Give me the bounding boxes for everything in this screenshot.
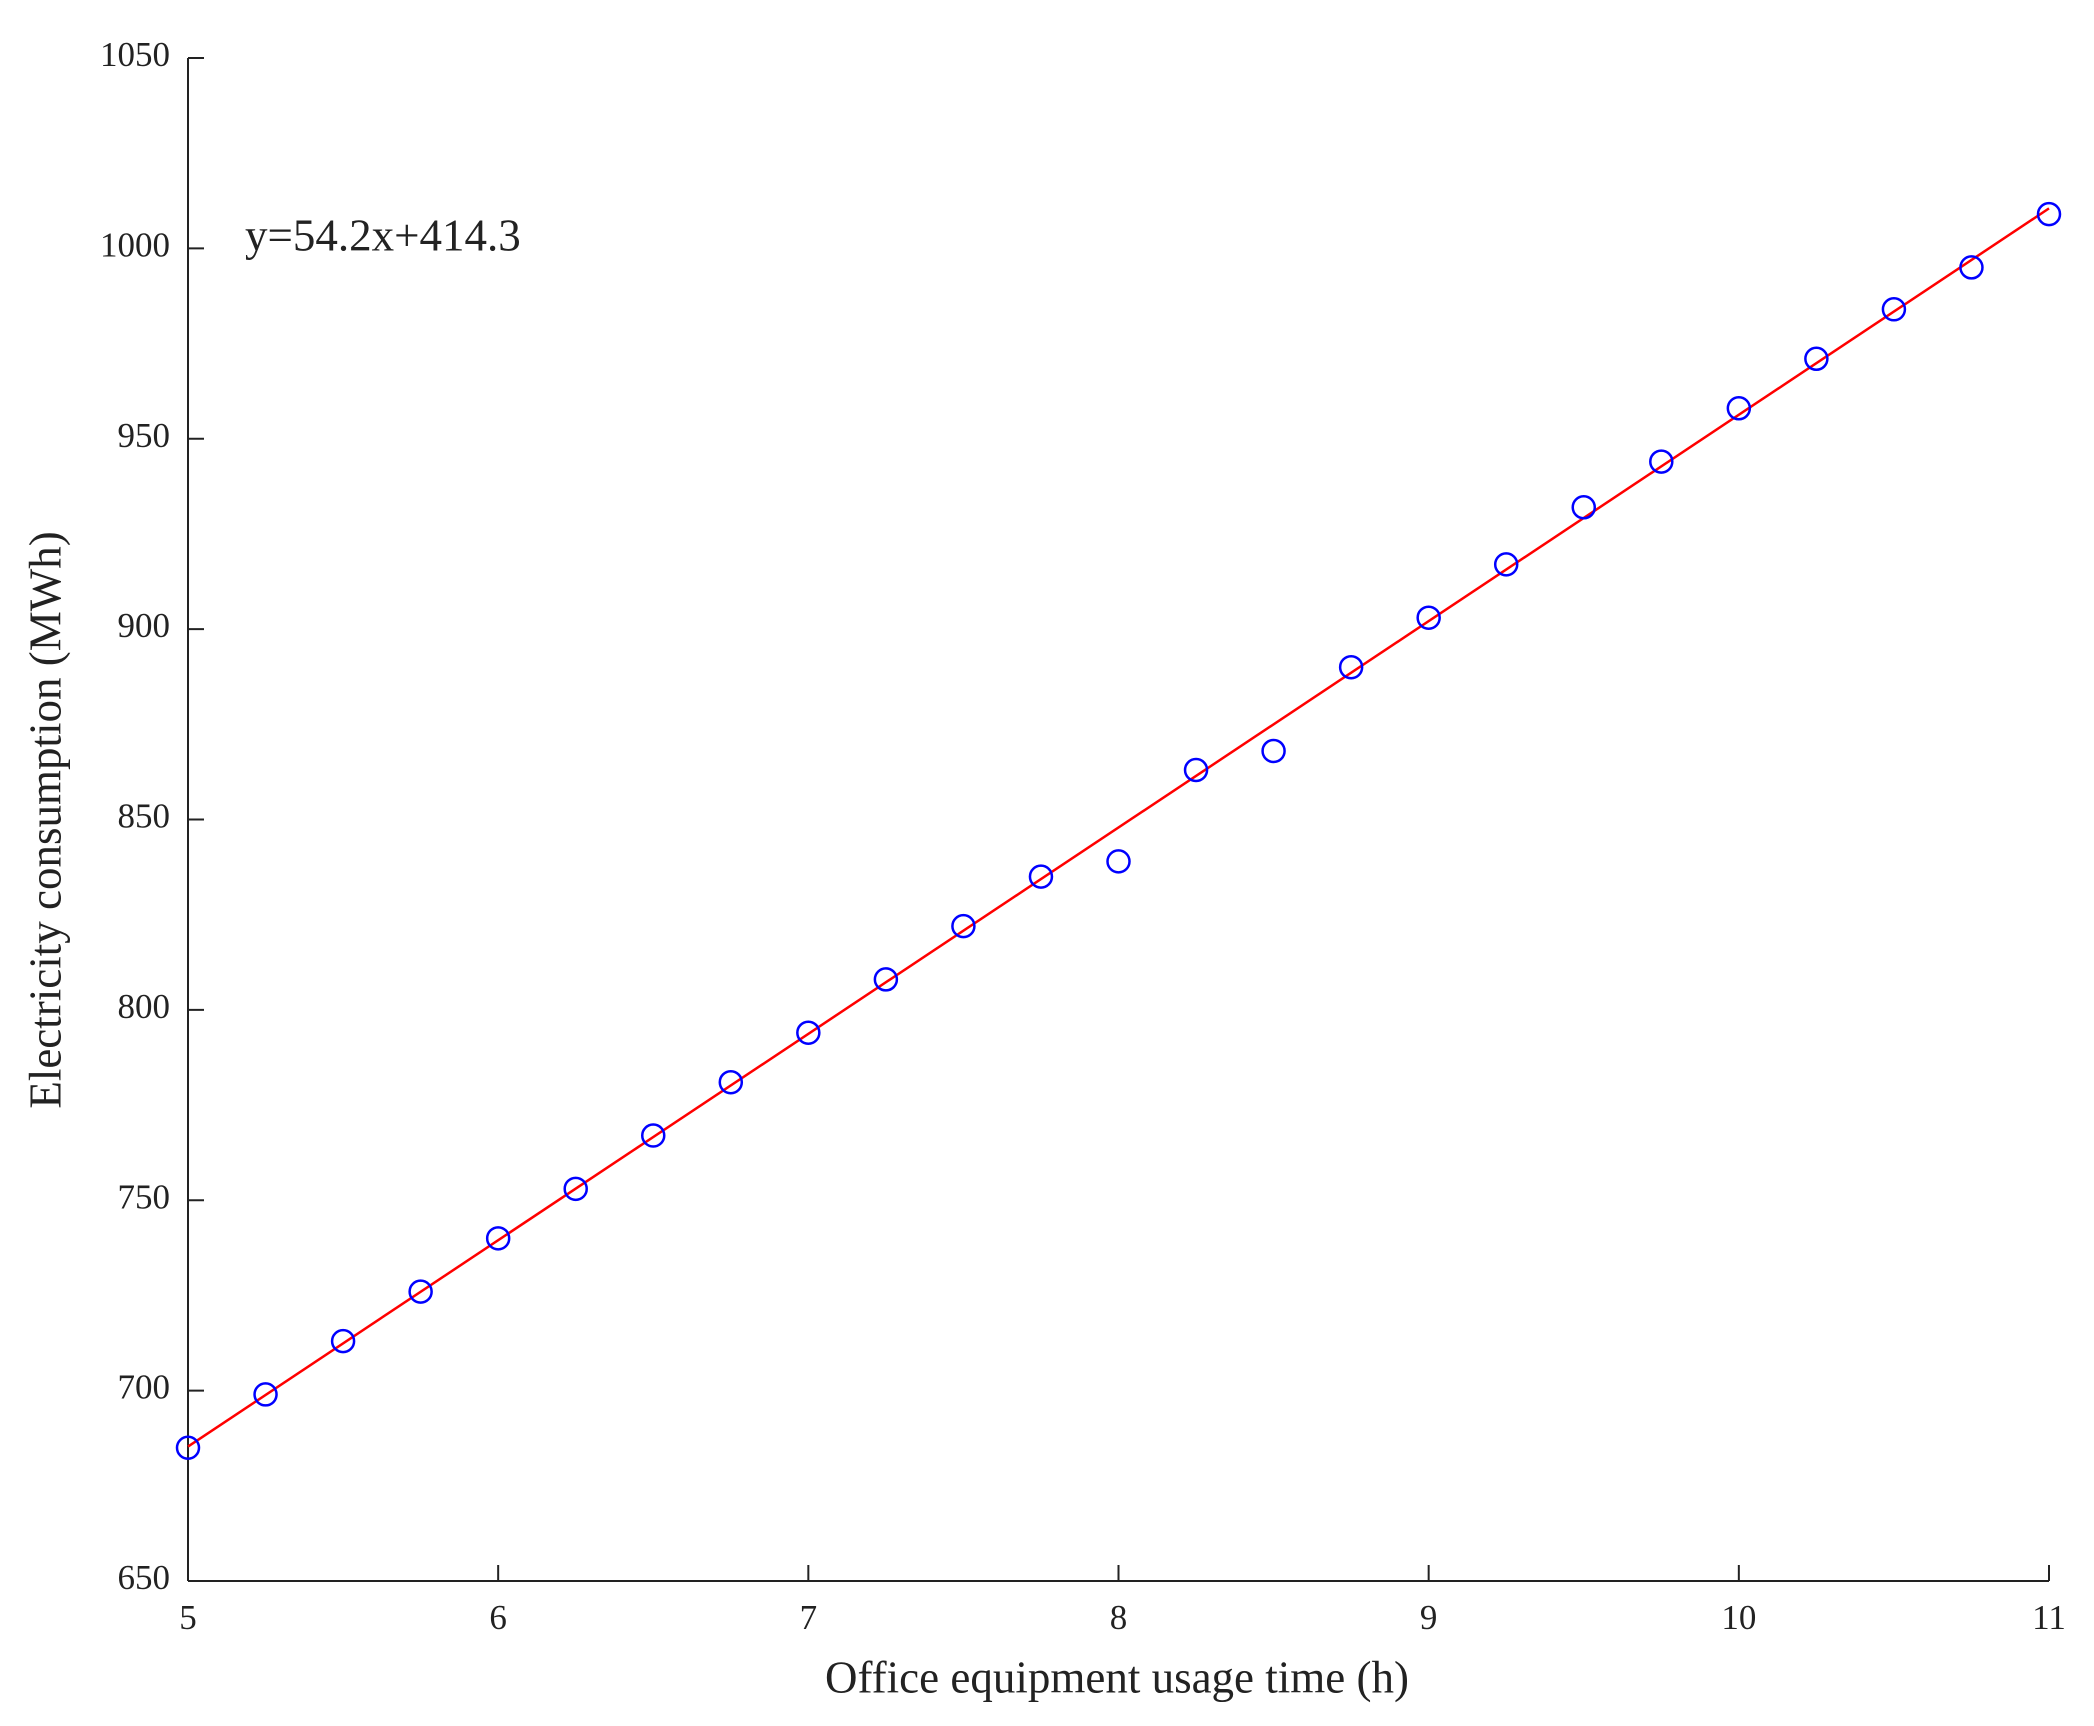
x-tick-label: 5	[179, 1598, 197, 1637]
y-tick-label: 900	[118, 606, 171, 645]
x-tick-label: 7	[800, 1598, 818, 1637]
data-point	[2036, 201, 2062, 227]
y-tick-label: 650	[118, 1558, 171, 1597]
data-point	[1804, 346, 1829, 372]
data-point	[1261, 738, 1286, 764]
equation-annotation: y=54.2x+414.3	[245, 210, 521, 260]
data-point	[796, 1020, 821, 1045]
data-point	[408, 1279, 433, 1304]
data-point	[253, 1382, 278, 1407]
data-point	[1726, 396, 1752, 421]
x-tick-label: 8	[1110, 1598, 1128, 1637]
data-point	[330, 1328, 356, 1354]
y-axis-label: Electricity consumption (MWh)	[20, 531, 70, 1108]
data-point	[1649, 449, 1674, 474]
data-point	[1416, 605, 1441, 630]
data-point	[175, 1435, 201, 1460]
y-tick-label: 950	[118, 416, 171, 455]
x-axis-label: Office equipment usage time (h)	[825, 1652, 1409, 1702]
y-tick-label: 1000	[100, 225, 170, 264]
data-point	[641, 1123, 666, 1148]
y-tick-label: 1050	[100, 35, 170, 74]
data-point	[873, 967, 899, 992]
y-tick-label: 850	[118, 797, 171, 836]
data-point	[485, 1226, 511, 1251]
fit-line	[187, 207, 2050, 1448]
data-point	[1959, 255, 1984, 280]
x-tick-label: 10	[1721, 1598, 1756, 1637]
x-tick-label: 6	[489, 1598, 507, 1637]
data-point	[1106, 849, 1131, 874]
y-tick-label: 700	[118, 1368, 171, 1407]
x-tick-label: 9	[1420, 1598, 1438, 1637]
data-point	[1571, 495, 1596, 520]
data-point	[1338, 654, 1364, 680]
data-point	[1028, 864, 1054, 889]
data-point	[951, 913, 976, 939]
data-point	[563, 1176, 588, 1202]
data-point	[1183, 757, 1209, 783]
data-point	[1881, 297, 1907, 322]
y-tick-label: 750	[118, 1177, 171, 1216]
data-point	[718, 1069, 744, 1095]
y-tick-label: 800	[118, 987, 171, 1026]
x-tick-label: 11	[2032, 1598, 2066, 1637]
data-point	[1493, 552, 1519, 577]
